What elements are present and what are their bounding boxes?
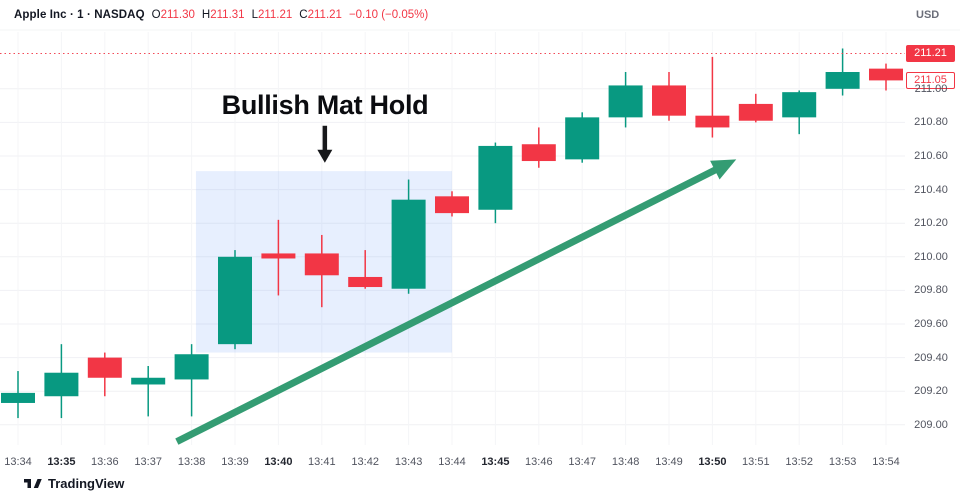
ohlc-low-label: L xyxy=(251,9,258,21)
time-tick-label: 13:45 xyxy=(481,456,510,468)
candle-body xyxy=(738,103,773,121)
current-price-badge: 211.21 xyxy=(906,45,955,63)
price-tick-label: 209.60 xyxy=(914,318,948,330)
tradingview-watermark[interactable]: TradingView xyxy=(24,476,124,491)
candle-body xyxy=(435,196,469,214)
ohlc-close: C211.21 xyxy=(299,8,342,22)
time-tick-label: 13:51 xyxy=(742,456,770,468)
price-tick-label: 211.00 xyxy=(914,82,948,95)
time-tick-label: 13:43 xyxy=(394,456,423,468)
time-tick-label: 13:46 xyxy=(525,456,553,468)
candle-body xyxy=(1,392,35,403)
ohlc-low-value: 211.21 xyxy=(257,9,293,21)
price-tick-label: 209.00 xyxy=(914,418,948,431)
time-tick-label: 13:52 xyxy=(785,456,813,468)
time-tick-label: 13:44 xyxy=(438,456,466,468)
candle-body xyxy=(174,354,209,380)
trend-arrow-shaft xyxy=(175,162,726,445)
tradingview-logo-icon xyxy=(24,479,42,488)
time-tick-label: 13:49 xyxy=(655,456,683,468)
ohlc-high: H211.31 xyxy=(202,8,245,22)
trend-arrow-head xyxy=(710,159,737,180)
ohlc-close-value: 211.21 xyxy=(307,9,342,21)
last-close-badge: 211.05 xyxy=(906,72,955,90)
candle-body xyxy=(391,199,426,289)
time-tick-label: 13:50 xyxy=(698,456,727,468)
candle-body xyxy=(218,256,252,345)
time-tick-label: 13:36 xyxy=(91,456,119,468)
ohlc-high-value: 211.31 xyxy=(210,9,245,21)
time-tick-label: 13:39 xyxy=(221,456,249,468)
price-axis[interactable]: 211.00 210.80 210.60 210.40 210.20 210.00 209.… xyxy=(905,30,960,446)
time-tick-label: 13:37 xyxy=(134,456,162,468)
price-tick-label: 210.40 xyxy=(914,183,948,196)
candle-body xyxy=(825,72,860,89)
time-tick-label: 13:53 xyxy=(828,456,857,468)
ohlc-high-label: H xyxy=(201,9,211,21)
time-tick-label: 13:35 xyxy=(47,456,76,468)
candle-body xyxy=(348,276,383,288)
candle-body xyxy=(782,92,817,118)
ohlc-low: L211.21 xyxy=(252,8,293,22)
candle-body xyxy=(261,253,296,259)
time-tick-label: 13:41 xyxy=(308,456,336,468)
candle-body xyxy=(869,68,903,81)
candle-body xyxy=(87,357,122,378)
price-tick-label: 210.60 xyxy=(914,150,948,162)
price-tick-label: 209.40 xyxy=(914,351,948,364)
candle-body xyxy=(131,377,166,385)
price-tick-label: 210.80 xyxy=(914,116,948,129)
candle-body xyxy=(304,253,339,276)
price-tick-label: 209.20 xyxy=(914,385,948,398)
time-tick-label: 13:40 xyxy=(264,456,293,468)
time-tick-label: 13:42 xyxy=(351,456,379,468)
time-tick-label: 13:54 xyxy=(872,456,900,468)
time-tick-label: 13:38 xyxy=(177,456,206,468)
candle-body xyxy=(521,144,556,162)
time-tick-label: 13:48 xyxy=(611,456,640,468)
time-axis[interactable]: 13:34 13:35 13:36 13:37 13:38 13:39 13:40 13:41… xyxy=(0,446,905,480)
ohlc-open: O211.30 xyxy=(152,8,195,22)
price-tick-label: 209.80 xyxy=(914,284,948,297)
candle-body xyxy=(695,115,730,128)
tradingview-brand-text: TradingView xyxy=(48,476,125,491)
ohlc-open-value: 211.30 xyxy=(160,9,195,21)
time-tick-label: 13:34 xyxy=(4,456,32,468)
candle-body xyxy=(608,85,643,118)
time-tick-label: 13:47 xyxy=(568,456,596,468)
down-arrow-head xyxy=(317,149,333,163)
candle-body xyxy=(652,85,686,116)
candle-body xyxy=(478,145,513,210)
ohlc-close-label: C xyxy=(299,9,308,21)
ohlc-open-label: O xyxy=(151,9,161,21)
symbol-header: Apple Inc · 1 · NASDAQ O211.30 H211.31 L… xyxy=(14,8,428,22)
pattern-annotation-label: Bullish Mat Hold xyxy=(221,90,429,120)
change-value: −0.10 (−0.05%) xyxy=(348,9,429,21)
candle-body xyxy=(565,117,600,160)
symbol-title[interactable]: Apple Inc · 1 · NASDAQ xyxy=(14,9,145,21)
price-tick-label: 210.00 xyxy=(914,250,948,263)
candle-body xyxy=(44,372,79,397)
currency-label: USD xyxy=(916,9,940,21)
price-tick-label: 210.20 xyxy=(914,217,948,230)
